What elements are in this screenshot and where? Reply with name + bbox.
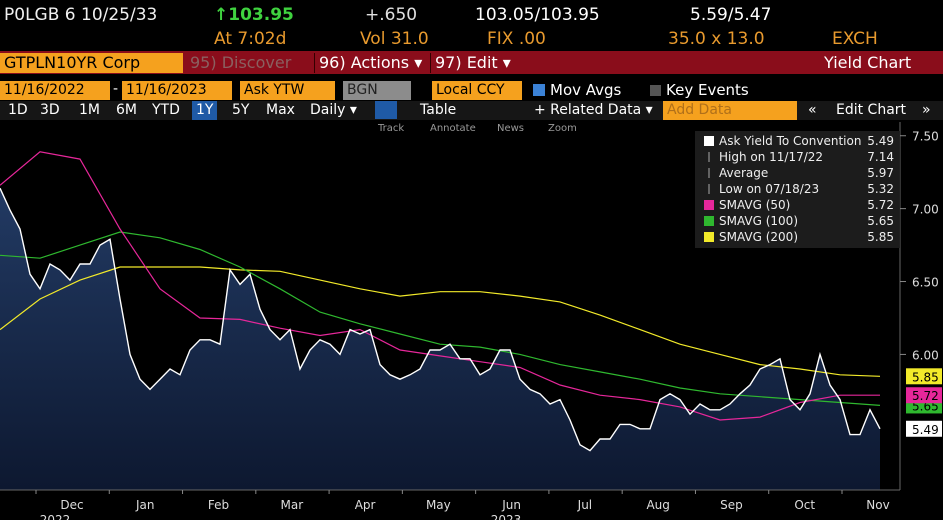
bid-ask: 103.05/103.95 bbox=[475, 5, 600, 25]
year-label: 2023 bbox=[491, 513, 522, 520]
y-tick-label: 7.50 bbox=[912, 130, 939, 144]
legend-swatch bbox=[704, 232, 714, 242]
moving-average-line bbox=[0, 266, 881, 377]
legend-value: 5.32 bbox=[867, 182, 894, 196]
key-events-label: Key Events bbox=[666, 81, 749, 99]
x-tick-label: Sep bbox=[720, 498, 743, 512]
yield-area bbox=[0, 188, 880, 490]
legend-label: Average bbox=[719, 166, 768, 180]
period-button[interactable]: 6M bbox=[116, 102, 137, 118]
x-tick-label: May bbox=[426, 498, 451, 512]
legend-swatch bbox=[704, 136, 714, 146]
x-tick-label: Nov bbox=[866, 498, 889, 512]
last-value-label: 5.85 bbox=[912, 370, 939, 384]
security-input[interactable]: GTPLN10YR Corp bbox=[0, 53, 183, 73]
last-value-label: 5.72 bbox=[912, 389, 939, 403]
period-button[interactable]: Max bbox=[266, 102, 295, 118]
legend-value: 5.65 bbox=[867, 214, 894, 228]
frequency-select[interactable]: Daily ▾ bbox=[310, 102, 357, 118]
change: +.650 bbox=[365, 5, 418, 25]
yield-line bbox=[0, 187, 881, 452]
field-select[interactable]: Ask YTW bbox=[240, 81, 335, 100]
period-button[interactable]: 3D bbox=[40, 102, 60, 118]
ticker: P0LGB 6 10/25/33 bbox=[4, 5, 158, 25]
period-button[interactable]: 1M bbox=[79, 102, 100, 118]
price: ↑103.95 bbox=[214, 5, 294, 25]
legend-value: 5.72 bbox=[867, 198, 894, 212]
legend-label: SMAVG (50) bbox=[719, 198, 790, 212]
scroll-right[interactable]: » bbox=[922, 102, 931, 118]
moving-average-line bbox=[0, 231, 881, 406]
y-tick-label: 6.50 bbox=[912, 276, 939, 290]
legend-value: 5.49 bbox=[867, 134, 894, 148]
tool-button[interactable]: Zoom bbox=[548, 123, 577, 134]
last-value-badge bbox=[906, 387, 942, 404]
tool-button[interactable]: Track bbox=[378, 123, 405, 134]
exchange: EXCH bbox=[832, 29, 878, 49]
legend-value: 5.85 bbox=[867, 230, 894, 244]
mov-avgs-label: Mov Avgs bbox=[550, 81, 622, 99]
legend-box bbox=[695, 131, 900, 248]
legend-label: High on 11/17/22 bbox=[719, 150, 823, 164]
moving-average-line bbox=[0, 151, 880, 421]
time: At 7:02d bbox=[214, 29, 287, 49]
discover-button[interactable]: 95) Discover bbox=[190, 53, 292, 72]
period-button[interactable]: 5Y bbox=[232, 102, 250, 118]
scroll-left[interactable]: « bbox=[808, 102, 817, 118]
currency-select[interactable]: Local CCY bbox=[432, 81, 522, 100]
yields: 5.59/5.47 bbox=[690, 5, 772, 25]
x-tick-label: Aug bbox=[646, 498, 669, 512]
y-tick-label: 6.00 bbox=[912, 348, 939, 362]
legend-swatch bbox=[704, 216, 714, 226]
y-tick-label: 7.00 bbox=[912, 203, 939, 217]
volume: Vol 31.0 bbox=[360, 29, 429, 49]
x-tick-label: Mar bbox=[280, 498, 303, 512]
fix: FIX .00 bbox=[487, 29, 546, 49]
legend-label: SMAVG (100) bbox=[719, 214, 798, 228]
legend-swatch bbox=[704, 200, 714, 210]
start-date[interactable]: 11/16/2022 bbox=[0, 81, 110, 100]
page-title: Yield Chart bbox=[824, 53, 912, 72]
key-events-checkbox[interactable] bbox=[650, 85, 661, 96]
size: 35.0 x 13.0 bbox=[668, 29, 765, 49]
table-button[interactable]: Table bbox=[420, 102, 457, 118]
period-button[interactable]: 1Y bbox=[192, 101, 218, 120]
legend-value: 7.14 bbox=[867, 150, 894, 164]
legend-value: 5.97 bbox=[867, 166, 894, 180]
x-tick-label: Oct bbox=[794, 498, 815, 512]
legend-label: SMAVG (200) bbox=[719, 230, 798, 244]
x-tick-label: Feb bbox=[208, 498, 229, 512]
related-data-button[interactable]: + Related Data ▾ bbox=[534, 102, 653, 118]
tool-button[interactable]: Annotate bbox=[430, 123, 476, 134]
edit-chart-button[interactable]: Edit Chart bbox=[836, 102, 907, 118]
x-tick-label: Jan bbox=[135, 498, 155, 512]
source-input[interactable]: BGN bbox=[343, 81, 411, 100]
x-tick-label: Jul bbox=[577, 498, 592, 512]
add-data-input[interactable]: Add Data bbox=[663, 101, 797, 120]
chart: 7.50 7.00 6.50 6.00 5.65 5.72 5.85 5.49 Dec Jan Fe… bbox=[0, 122, 942, 520]
edit-button[interactable]: 97) Edit ▾ bbox=[430, 53, 515, 73]
actions-button[interactable]: 96) Actions ▾ bbox=[314, 53, 426, 73]
legend-label: Ask Yield To Convention bbox=[719, 134, 861, 148]
period-button[interactable]: 1D bbox=[8, 102, 28, 118]
chart-type-button[interactable] bbox=[375, 101, 397, 119]
x-tick-label: Jun bbox=[501, 498, 521, 512]
tool-button[interactable]: News bbox=[497, 123, 525, 134]
last-value-badge bbox=[906, 420, 942, 437]
x-tick-label: Dec bbox=[60, 498, 83, 512]
period-button[interactable]: YTD bbox=[152, 102, 180, 118]
last-value-label: 5.49 bbox=[912, 423, 939, 437]
last-value-badge bbox=[906, 368, 942, 385]
year-label: 2022 bbox=[40, 513, 71, 520]
x-tick-label: Apr bbox=[355, 498, 376, 512]
period-bar bbox=[0, 101, 943, 120]
end-date[interactable]: 11/16/2023 bbox=[122, 81, 232, 100]
toolbar-bar bbox=[0, 51, 943, 74]
legend-label: Low on 07/18/23 bbox=[719, 182, 819, 196]
mov-avgs-checkbox[interactable] bbox=[533, 84, 545, 96]
